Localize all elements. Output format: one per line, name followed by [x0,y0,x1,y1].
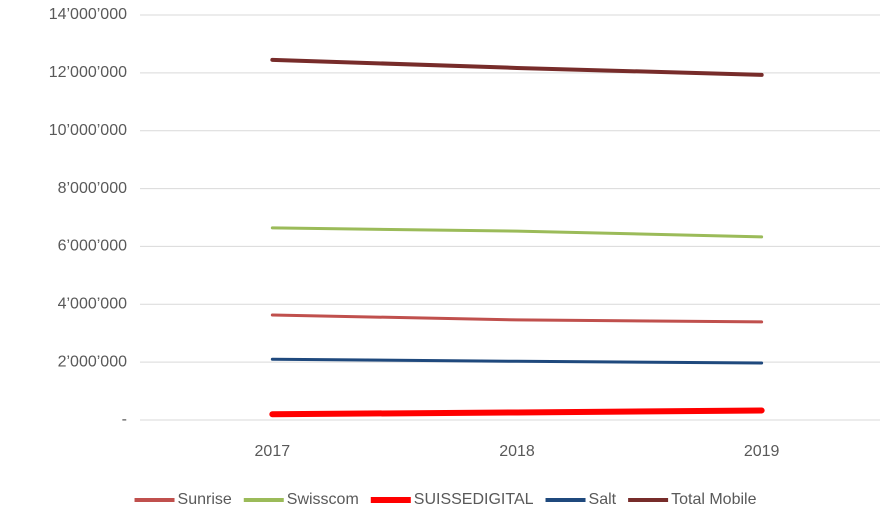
y-tick-label: 2’000’000 [58,353,128,370]
legend-label: Salt [589,491,617,508]
legend-label: Total Mobile [671,491,756,508]
x-tick-label: 2018 [499,443,535,460]
x-tick-label: 2019 [744,443,780,460]
y-tick-label: 14’000’000 [49,6,127,23]
y-tick-label: 6’000’000 [58,238,128,255]
legend-label: Sunrise [178,491,232,508]
legend-label: SUISSEDIGITAL [414,491,534,508]
series-line [270,226,764,239]
y-tick-label: 8’000’000 [58,180,128,197]
y-tick-label: 12’000’000 [49,64,127,81]
series-line [269,407,765,418]
series-line [270,57,764,77]
legend-label: Swisscom [287,491,359,508]
y-tick-label: 4’000’000 [58,296,128,313]
y-tick-label: - [122,411,127,428]
series-line [270,313,764,324]
y-tick-label: 10’000’000 [49,122,127,139]
series-line [270,357,764,365]
x-tick-label: 2017 [255,443,291,460]
